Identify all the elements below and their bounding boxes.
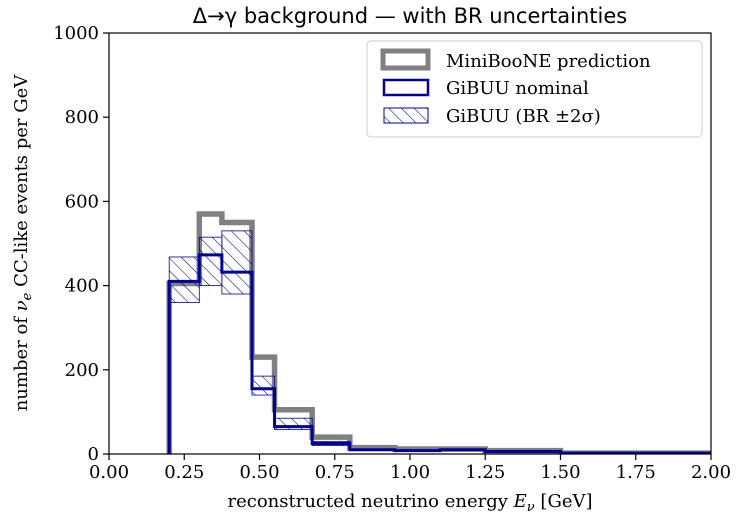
chart-title: Δ→γ background — with BR uncertainties bbox=[193, 4, 627, 28]
x-tick-label: 1.00 bbox=[390, 462, 430, 483]
series-gibuu-nominal-step bbox=[167, 253, 711, 454]
legend-swatch-gibuu-nominal bbox=[382, 78, 430, 97]
legend: MiniBooNE prediction GiBUU nominal GiBUU… bbox=[366, 40, 703, 138]
plot-area bbox=[166, 211, 711, 454]
y-tick-label: 1000 bbox=[53, 23, 99, 44]
legend-label-gibuu-nominal: GiBUU nominal bbox=[446, 78, 589, 99]
band-bin bbox=[251, 375, 275, 396]
x-tick-label: 0.75 bbox=[315, 462, 355, 483]
y-tick-label: 200 bbox=[65, 360, 99, 381]
legend-label-miniboone: MiniBooNE prediction bbox=[446, 51, 651, 72]
y-tick-label: 0 bbox=[88, 444, 99, 465]
legend-swatch-gibuu-band bbox=[383, 107, 429, 124]
legend-label-gibuu-band: GiBUU (BR ±2σ) bbox=[446, 106, 601, 127]
x-tick-label: 1.50 bbox=[540, 462, 580, 483]
band-bin bbox=[221, 230, 253, 295]
y-tick-label: 800 bbox=[65, 107, 99, 128]
x-tick-label: 0.00 bbox=[89, 462, 129, 483]
band-bin bbox=[168, 256, 200, 303]
x-tick-label: 1.25 bbox=[465, 462, 505, 483]
series-miniboone-step bbox=[166, 211, 711, 454]
x-tick-label: 0.50 bbox=[239, 462, 279, 483]
legend-swatch-miniboone bbox=[380, 48, 431, 71]
y-axis: 0 200 400 600 800 1000 bbox=[53, 23, 109, 465]
x-tick-label: 1.75 bbox=[616, 462, 656, 483]
x-tick-label: 2.00 bbox=[691, 462, 731, 483]
y-tick-label: 400 bbox=[65, 276, 99, 297]
x-tick-label: 0.25 bbox=[164, 462, 204, 483]
x-axis: 0.00 0.25 0.50 0.75 1.00 1.25 1.50 1.75 2.00 bbox=[89, 454, 731, 483]
band-bin bbox=[198, 236, 223, 286]
x-axis-label: reconstructed neutrino energy Eν [GeV] bbox=[228, 491, 593, 515]
y-axis-label: number of νe CC-like events per GeV bbox=[11, 74, 35, 412]
legend-frame bbox=[366, 40, 703, 138]
y-tick-label: 600 bbox=[65, 191, 99, 212]
